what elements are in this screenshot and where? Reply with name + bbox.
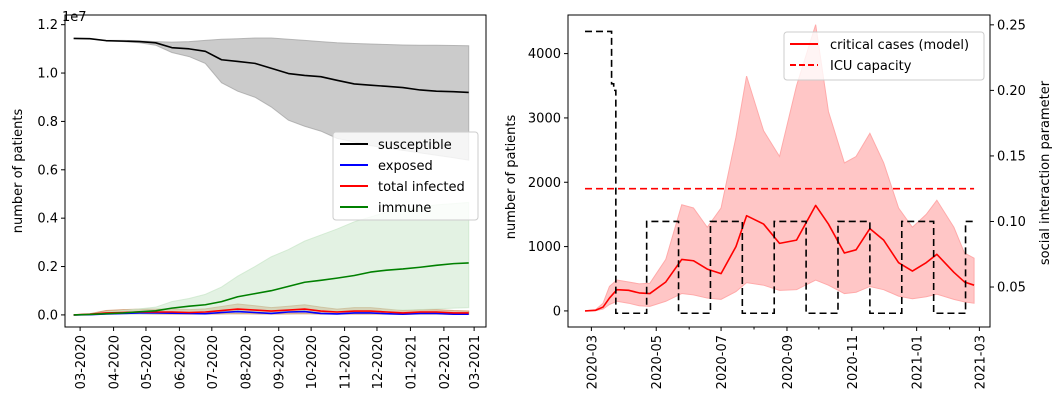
right-y2-tick-label: 0.10 xyxy=(997,215,1026,230)
left-x-ticks: 03-2020 04-2020 05-2020 06-2020 07-2020 08-20… xyxy=(74,327,483,389)
left-plot-frame xyxy=(64,14,487,328)
legend-label-total-infected: total infected xyxy=(378,180,465,195)
left-x-tick-label: 05-2020 xyxy=(140,335,155,389)
series-line-exposed xyxy=(73,310,469,316)
right-legend: critical cases (model) ICU capacity xyxy=(783,31,985,81)
right-y2-tick-label: 0.15 xyxy=(997,149,1026,164)
left-legend: susceptible exposed total infected immun… xyxy=(332,131,479,221)
right-x-tick-label: 2020-07 xyxy=(715,335,730,389)
series-line-immune xyxy=(73,262,469,316)
left-x-tick-label: 06-2020 xyxy=(173,335,188,389)
left-y-tick-label: 0.6 xyxy=(37,163,58,178)
left-y-tick-label: 0.2 xyxy=(37,260,58,275)
right-y-ticks: 0 1000 2000 3000 4000 xyxy=(528,47,568,319)
left-y-ticks: 0.0 0.2 0.4 0.6 0.8 1.0 1.2 xyxy=(37,18,65,323)
series-line-susceptible xyxy=(73,37,469,94)
band-critical-cases xyxy=(584,24,975,312)
right-y2-tick-label: 0.20 xyxy=(997,84,1026,99)
left-x-tick-label: 02-2021 xyxy=(438,335,453,389)
legend-label-critical-cases: critical cases (model) xyxy=(830,38,969,53)
left-y-tick-label: 1.2 xyxy=(37,18,58,33)
left-y-tick-label: 0.0 xyxy=(37,308,58,323)
right-x-tick-label: 2021-01 xyxy=(911,335,926,389)
left-y-tick-label: 0.4 xyxy=(37,212,58,227)
right-y-tick-label: 0 xyxy=(553,304,561,319)
right-y2-axis-label: social interaction parameter xyxy=(1038,80,1053,265)
left-x-tick-label: 12-2020 xyxy=(371,335,386,389)
left-lines xyxy=(73,37,469,316)
left-x-tick-label: 08-2020 xyxy=(239,335,254,389)
series-line-critical-cases xyxy=(584,204,975,312)
right-x-tick-label: 2020-11 xyxy=(846,335,861,389)
legend-label-exposed: exposed xyxy=(378,159,433,174)
left-y-axis-label: number of patients xyxy=(11,108,26,233)
right-y-tick-label: 1000 xyxy=(528,240,561,255)
right-y2-tick-label: 0.25 xyxy=(997,18,1026,33)
right-lines xyxy=(584,30,975,315)
series-line-social-interaction xyxy=(585,30,975,315)
right-y-tick-label: 2000 xyxy=(528,176,561,191)
right-bands xyxy=(584,24,975,312)
left-x-tick-label: 03-2020 xyxy=(74,335,89,389)
right-y2-ticks: 0.05 0.10 0.15 0.20 0.25 xyxy=(990,18,1026,296)
left-x-tick-label: 09-2020 xyxy=(273,335,288,389)
right-y-axis-label: number of patients xyxy=(504,114,519,239)
left-x-tick-label: 07-2020 xyxy=(206,335,221,389)
right-chart: 0 1000 2000 3000 4000 0.05 0.10 0.15 0.20 0.25 2… xyxy=(504,14,1053,389)
right-x-tick-label: 2021-03 xyxy=(973,335,988,389)
right-legend-box xyxy=(783,31,985,81)
right-plot-frame xyxy=(567,14,991,328)
left-legend-box xyxy=(332,131,479,221)
left-y-offset-text: 1e7 xyxy=(62,10,87,25)
left-x-tick-label: 04-2020 xyxy=(108,335,123,389)
right-x-ticks: 2020-03 2020-05 2020-07 2020-09 2020-11 2021-… xyxy=(585,327,988,389)
legend-label-icu-capacity: ICU capacity xyxy=(830,59,912,74)
left-y-tick-label: 1.0 xyxy=(37,67,58,82)
band-susceptible xyxy=(73,37,470,161)
right-y2-tick-label: 0.05 xyxy=(997,281,1026,296)
left-x-tick-label: 03-2021 xyxy=(468,335,483,389)
right-x-tick-label: 2020-09 xyxy=(781,335,796,389)
right-y-tick-label: 4000 xyxy=(528,47,561,62)
right-x-tick-label: 2020-05 xyxy=(650,335,665,389)
legend-label-immune: immune xyxy=(378,201,431,216)
left-chart: 0.0 0.2 0.4 0.6 0.8 1.0 1.2 03-2020 04-2020 05-2… xyxy=(11,10,487,389)
left-x-tick-label: 10-2020 xyxy=(305,335,320,389)
left-x-tick-label: 01-2021 xyxy=(404,335,419,389)
legend-label-susceptible: susceptible xyxy=(378,138,452,153)
left-y-tick-label: 0.8 xyxy=(37,115,58,130)
left-x-tick-label: 11-2020 xyxy=(339,335,354,389)
right-x-tick-label: 2020-03 xyxy=(585,335,600,389)
right-y-tick-label: 3000 xyxy=(528,111,561,126)
